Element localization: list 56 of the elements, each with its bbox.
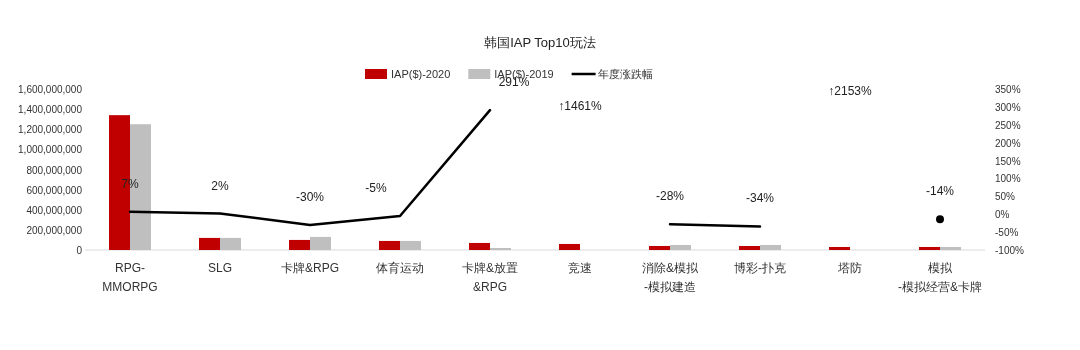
x-tick-label: 模拟-模拟经营&卡牌 [898, 261, 982, 294]
bar [760, 244, 781, 250]
x-tick-label: 塔防 [837, 261, 862, 275]
data-label: 2% [211, 178, 229, 193]
y-tick-label: 800,000,000 [26, 164, 83, 176]
bar [559, 243, 580, 250]
annotation: ↑2153% [828, 84, 873, 98]
x-tick-label: RPG-MMORPG [102, 261, 158, 294]
annotation: ↑1461% [558, 99, 603, 113]
bar [220, 237, 241, 250]
x-tick-label: 消除&模拟-模拟建造 [641, 261, 699, 294]
y-tick-label: 400,000,000 [26, 204, 83, 216]
y-tick-label: 1,200,000,000 [18, 124, 83, 136]
bar [940, 246, 961, 250]
bar [289, 239, 310, 250]
y-tick-label: 1,400,000,000 [18, 104, 83, 116]
chart-title: 韩国IAP Top10玩法 [484, 35, 596, 50]
bar [829, 246, 850, 250]
data-label: -34% [745, 191, 775, 206]
y2-tick-label: 0% [995, 209, 1010, 221]
y-tick-label: 1,000,000,000 [18, 144, 83, 156]
legend-label: 年度涨跌幅 [597, 68, 653, 80]
y2-tick-label: 50% [995, 191, 1016, 203]
x-tick-label: 卡牌&放置&RPG [461, 261, 519, 294]
bar [739, 245, 760, 250]
data-label: -30% [295, 189, 325, 204]
bar [649, 245, 670, 250]
bar [670, 244, 691, 250]
y2-tick-label: 100% [995, 173, 1021, 185]
data-label: -14% [925, 184, 955, 199]
bar [469, 242, 490, 250]
y-tick-label: 600,000,000 [26, 184, 83, 196]
data-label: -28% [655, 189, 685, 204]
x-tick-label: 卡牌&RPG [280, 261, 340, 275]
x-tick-label: 竞速 [568, 261, 592, 275]
y-tick-label: 200,000,000 [26, 224, 83, 236]
bar [199, 237, 220, 250]
y2-tick-label: 250% [995, 119, 1021, 131]
y2-tick-label: 200% [995, 137, 1021, 149]
y2-tick-label: 350% [995, 84, 1021, 95]
x-tick-label: 体育运动 [376, 261, 424, 275]
y2-tick-label: 300% [995, 101, 1021, 113]
x-tick-label: 博彩-扑克 [734, 261, 786, 275]
y2-tick-label: -100% [995, 245, 1025, 256]
bar [490, 247, 511, 250]
bar [400, 240, 421, 250]
y2-tick-label: -50% [995, 227, 1019, 239]
legend-label: IAP($)-2020 [391, 68, 451, 80]
data-label: -5% [365, 181, 387, 196]
y-tick-label: 1,600,000,000 [18, 84, 83, 95]
bar [919, 246, 940, 250]
y-tick-label: 0 [76, 245, 83, 256]
y2-tick-label: 150% [995, 155, 1021, 167]
bar [379, 240, 400, 250]
x-tick-label: SLG [207, 261, 233, 275]
bar [310, 236, 331, 250]
